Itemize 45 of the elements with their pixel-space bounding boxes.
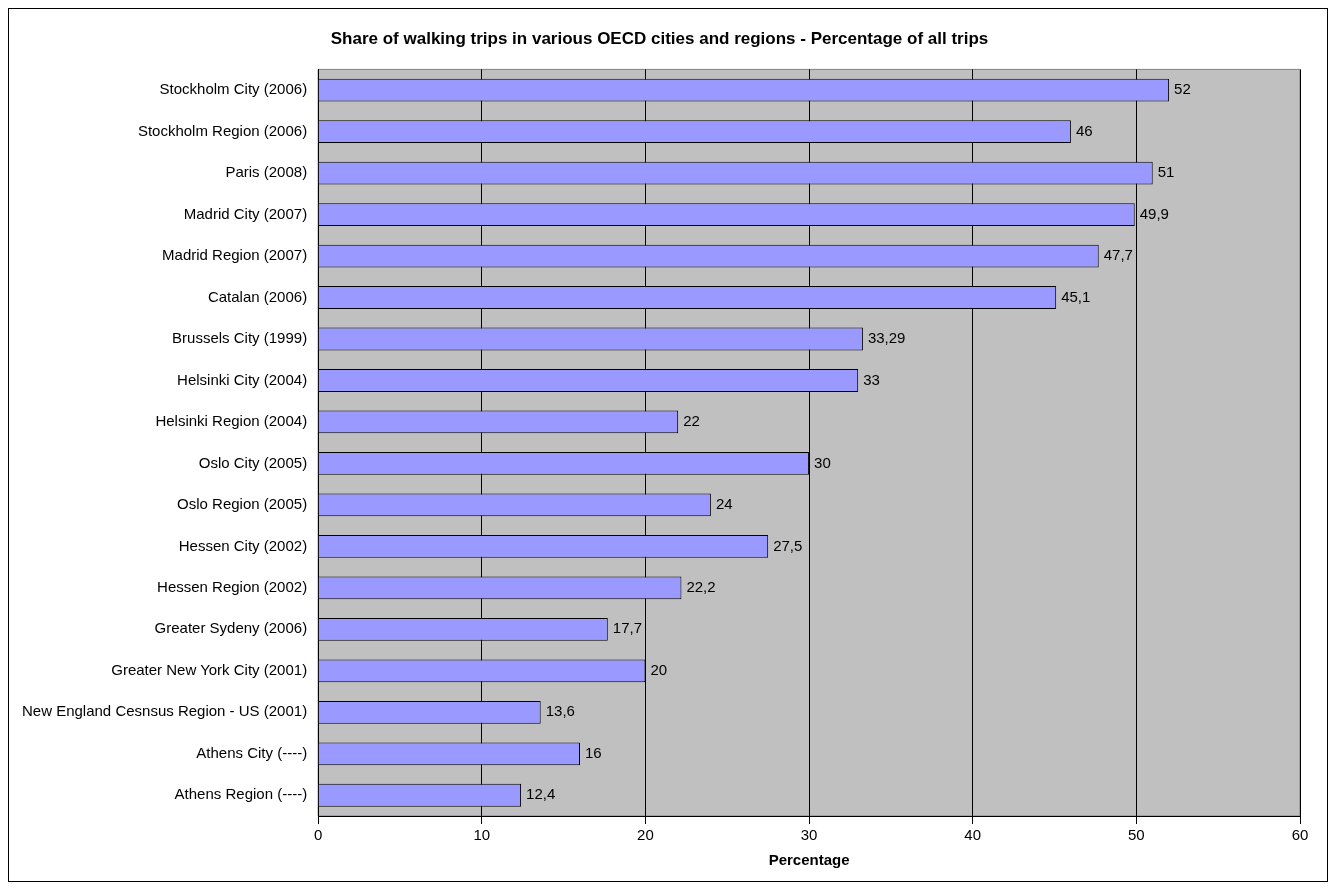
- data-label: 33: [863, 370, 880, 388]
- data-label: 30: [814, 453, 831, 471]
- data-label: 47,7: [1103, 246, 1133, 264]
- y-tick-label: Catalan (2006): [207, 287, 308, 305]
- data-label: 22: [683, 412, 700, 430]
- y-tick-label: Hessen City (2002): [178, 536, 308, 554]
- data-label: 16: [584, 743, 602, 761]
- data-label: 12,4: [526, 785, 556, 803]
- chart-title: Share of walking trips in various OECD cities and regions - Percentage of all trips: [330, 28, 989, 48]
- y-tick-label: Greater New York City (2001): [111, 660, 308, 678]
- y-tick-label: Helsinki Region (2004): [155, 412, 308, 430]
- y-tick-label: Madrid City (2007): [183, 204, 308, 222]
- y-tick-label: Hessen Region (2002): [157, 578, 308, 596]
- y-tick-label: Brussels City (1999): [172, 329, 308, 347]
- data-label: 46: [1075, 121, 1093, 139]
- x-tick-label: 10: [473, 826, 491, 844]
- y-tick-label: Athens City (----): [196, 743, 308, 761]
- data-label: 20: [650, 660, 668, 678]
- data-label: 27,5: [773, 536, 803, 554]
- data-label: 24: [715, 495, 733, 513]
- data-label: 49,9: [1139, 204, 1169, 222]
- y-tick-label: Greater Sydeny (2006): [154, 619, 308, 637]
- y-tick-label: Madrid Region (2007): [162, 246, 308, 264]
- y-tick-label: Athens Region (----): [174, 785, 308, 803]
- data-label: 33,29: [867, 329, 906, 347]
- y-tick-label: Paris (2008): [225, 163, 308, 181]
- data-label: 13,6: [545, 702, 575, 720]
- x-tick-label: 20: [637, 826, 654, 844]
- data-label: 52: [1174, 80, 1191, 98]
- x-tick-label: 30: [800, 826, 818, 844]
- x-tick-label: 50: [1128, 826, 1145, 844]
- data-label: 17,7: [612, 619, 642, 637]
- y-tick-label: Stockholm City (2006): [159, 80, 308, 98]
- data-label: 45,1: [1061, 287, 1091, 305]
- data-label: 22,2: [686, 578, 716, 596]
- y-tick-label: Oslo City (2005): [198, 453, 308, 471]
- x-tick-label: 0: [313, 826, 323, 844]
- y-tick-label: Oslo Region (2005): [177, 495, 308, 513]
- x-tick-label: 60: [1291, 826, 1309, 844]
- x-axis-title: Percentage: [768, 851, 850, 869]
- data-label: 51: [1157, 163, 1175, 181]
- y-tick-label: New England Cesnsus Region - US (2001): [21, 702, 308, 720]
- y-tick-label: Stockholm Region (2006): [137, 121, 308, 139]
- y-tick-label: Helsinki City (2004): [177, 370, 308, 388]
- x-tick-label: 40: [964, 826, 982, 844]
